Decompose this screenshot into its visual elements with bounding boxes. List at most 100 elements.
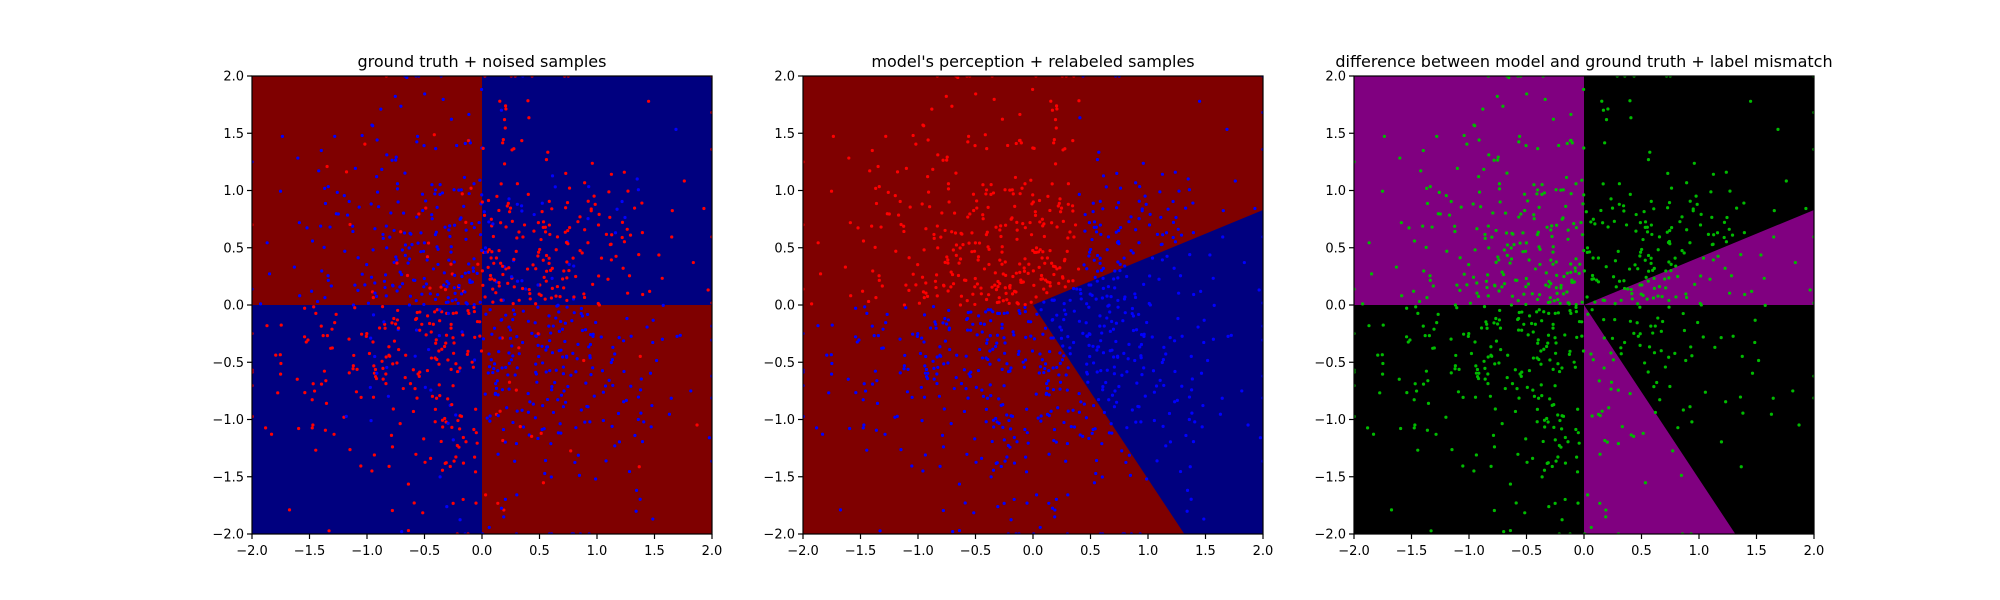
sample-point [1727,227,1731,231]
sample-point [1043,278,1048,282]
sample-point [1184,433,1188,438]
sample-point [319,382,324,386]
sample-point [1548,296,1552,300]
sample-point [1581,349,1586,353]
sample-point [863,305,867,309]
panel-difference: difference between model and ground trut… [1314,52,1832,559]
sample-point [1523,511,1527,515]
sample-point [1600,409,1604,413]
sample-point [973,302,977,307]
sample-point [429,330,433,334]
sample-point [1522,292,1526,296]
sample-point [825,353,829,357]
sample-point [449,367,453,371]
sample-point [1084,321,1088,325]
sample-point [1527,314,1532,318]
sample-point [1053,118,1058,122]
sample-point [407,303,412,307]
sample-point [356,256,360,260]
sample-point [1513,368,1517,372]
sample-point [1005,362,1009,366]
sample-point [1062,420,1066,425]
sample-point [387,464,391,468]
sample-point [438,394,442,398]
sample-point [1070,204,1075,208]
sample-point [1688,199,1692,203]
sample-point [1017,138,1022,143]
sample-point [1000,367,1004,371]
sample-point [387,345,391,349]
sample-point [1616,441,1621,446]
sample-point [407,257,412,261]
sample-point [553,185,557,189]
sample-point [1551,322,1555,326]
sample-point [932,377,936,381]
sample-point [1108,329,1112,333]
sample-point [505,204,509,208]
sample-point [1105,248,1109,252]
sample-point [657,253,661,257]
sample-point [391,407,395,411]
sample-point [561,372,565,376]
sample-point [577,473,582,477]
sample-point [1000,262,1004,266]
sample-point [1703,390,1707,394]
sample-point [980,388,984,392]
sample-point [947,308,951,313]
sample-point [536,305,540,309]
sample-point [1139,332,1144,337]
sample-point [1152,390,1156,394]
sample-point [1044,392,1048,396]
sample-point [1211,337,1215,341]
sample-point [1500,270,1504,274]
sample-point [514,388,518,392]
y-tick-label: 2.0 [223,70,244,85]
sample-point [437,349,441,353]
sample-point [1091,361,1096,365]
sample-point [937,394,942,398]
sample-point [1032,337,1037,341]
sample-point [919,385,923,390]
sample-point [1510,382,1515,386]
sample-point [1507,76,1511,80]
sample-point [915,334,919,338]
sample-point [1784,179,1788,183]
sample-point [1140,209,1144,213]
sample-point [417,212,421,216]
sample-point [1101,351,1106,355]
sample-point [971,322,975,326]
sample-point [390,283,395,287]
sample-point [1497,187,1502,191]
sample-point [1037,198,1042,203]
sample-point [986,245,990,249]
sample-point [1597,379,1601,383]
sample-point [1040,358,1044,362]
sample-point [464,228,468,232]
sample-point [1598,414,1602,418]
sample-point [461,497,465,502]
sample-point [638,354,642,358]
sample-point [328,225,332,229]
sample-point [438,319,442,323]
sample-point [1492,508,1496,513]
sample-point [572,264,576,268]
sample-point [457,427,462,431]
sample-point [1095,348,1099,352]
sample-point [1667,200,1672,205]
sample-point [323,201,328,206]
sample-point [985,338,989,342]
x-tick-label: −1.5 [294,544,326,559]
sample-point [622,170,626,174]
sample-point [1075,287,1079,291]
sample-point [933,279,938,283]
sample-point [926,190,931,194]
sample-point [1510,294,1515,298]
sample-point [949,270,953,274]
sample-point [526,192,530,196]
sample-point [1381,361,1385,366]
region-mismatch-q2 [1354,76,1584,305]
sample-point [1524,285,1528,289]
sample-point [1554,351,1558,355]
sample-point [543,297,547,301]
sample-point [520,408,524,412]
